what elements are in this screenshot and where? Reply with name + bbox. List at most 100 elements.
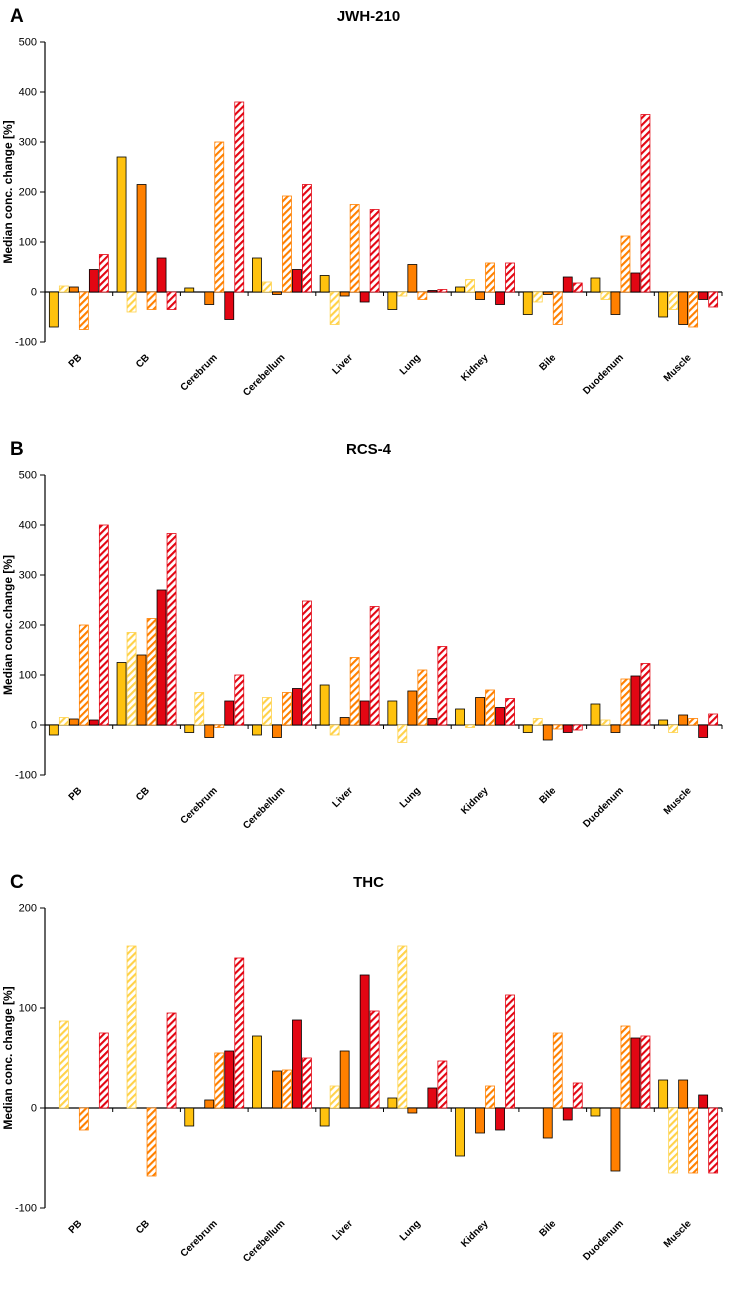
bar-red-hatched-cerebellum: [302, 600, 312, 726]
bar-yellow-solid-cerebrum: [184, 1107, 195, 1127]
x-category-label: Kidney: [459, 1218, 491, 1250]
bar-orange-hatched-liver: [349, 204, 360, 293]
bar-orange-hatched-bile: [552, 1032, 563, 1109]
bar-orange-hatched-cerebellum: [282, 1069, 292, 1109]
bar-red-solid-lung: [427, 718, 438, 726]
y-tick-label: 300: [19, 137, 37, 149]
bar-red-hatched-cerebrum: [234, 957, 245, 1109]
bar-red-solid-muscle: [698, 1094, 709, 1109]
bar-orange-solid-cb: [136, 184, 147, 293]
x-category-label: PB: [67, 1218, 85, 1236]
bar-red-solid-kidney: [495, 291, 505, 305]
y-tick-label: 200: [19, 187, 37, 199]
bar-yellow-solid-liver: [319, 684, 330, 726]
bar-red-hatched-cb: [166, 1012, 177, 1109]
x-category-label: PB: [67, 352, 85, 370]
bar-orange-hatched-pb: [78, 291, 89, 330]
y-tick-label: 500: [19, 470, 37, 482]
panel-a: A JWH-210 -100 0 100 200 300 400 500 PB CB Cerebr…: [0, 0, 737, 433]
bar-yellow-hatched-cb: [126, 945, 137, 1109]
bar-orange-solid-liver: [339, 717, 350, 726]
bar-yellow-solid-lung: [387, 1097, 398, 1109]
bar-yellow-solid-lung: [387, 700, 398, 726]
bar-red-solid-cerebellum: [292, 688, 302, 726]
y-tick-label: 0: [31, 287, 37, 299]
y-tick-label: 100: [19, 1003, 37, 1015]
bar-red-hatched-bile: [572, 282, 583, 293]
bar-orange-solid-duodenum: [610, 291, 621, 315]
bar-red-solid-liver: [359, 291, 370, 303]
bar-red-hatched-lung: [437, 646, 448, 726]
bar-orange-solid-pb: [68, 718, 79, 726]
bar-yellow-hatched-cerebellum: [262, 697, 272, 726]
chart-title-thc: THC: [353, 874, 384, 891]
bar-red-solid-muscle: [698, 291, 709, 300]
bar-yellow-solid-bile: [522, 291, 533, 315]
bar-red-hatched-liver: [369, 606, 380, 726]
bar-red-solid-cb: [156, 257, 167, 293]
bar-red-solid-liver: [359, 700, 370, 726]
bar-orange-hatched-lung: [417, 291, 428, 300]
x-category-label: Cerebellum: [241, 352, 287, 398]
bar-orange-solid-duodenum: [610, 1107, 621, 1172]
bar-yellow-hatched-cerebrum: [194, 692, 205, 726]
bar-red-hatched-muscle: [708, 291, 719, 308]
y-tick-label: -100: [15, 337, 37, 349]
bar-yellow-solid-pb: [48, 291, 59, 328]
bar-red-solid-lung: [427, 1087, 438, 1109]
bar-chart-rcs4: -100 0 100 200 300 400 500 PB CB Cerebrum Cerebell…: [1, 470, 723, 832]
bar-red-hatched-kidney: [505, 698, 515, 726]
bar-orange-hatched-kidney: [485, 689, 495, 726]
bar-red-hatched-cerebrum: [234, 674, 245, 726]
bar-orange-hatched-cerebellum: [282, 692, 292, 726]
y-tick-label: 200: [19, 903, 37, 915]
x-category-label: Duodenum: [581, 785, 626, 830]
bar-orange-hatched-cerebellum: [282, 195, 292, 293]
bar-orange-solid-muscle: [678, 714, 689, 726]
bar-orange-hatched-pb: [78, 624, 89, 726]
bar-orange-solid-muscle: [678, 1079, 689, 1109]
x-category-label: Lung: [398, 352, 423, 377]
bar-orange-hatched-cb: [146, 1107, 157, 1177]
x-category-label: Muscle: [662, 785, 694, 817]
bar-red-hatched-duodenum: [640, 1035, 651, 1109]
bar-red-solid-cerebrum: [224, 1050, 235, 1109]
chart-title-rcs4: RCS-4: [345, 441, 391, 458]
bar-orange-hatched-duodenum: [620, 235, 631, 293]
bar-red-hatched-cb: [166, 533, 177, 726]
bar-red-hatched-kidney: [505, 262, 515, 293]
x-category-label: Cerebrum: [179, 1218, 220, 1259]
bar-yellow-solid-cerebellum: [252, 257, 262, 293]
bar-yellow-hatched-bile: [532, 718, 543, 726]
bar-red-hatched-cerebrum: [234, 101, 245, 293]
bar-orange-solid-bile: [542, 291, 553, 295]
bar-yellow-solid-cb: [116, 156, 127, 293]
bar-orange-hatched-liver: [349, 657, 360, 726]
bar-chart-jwh210: -100 0 100 200 300 400 500 PB CB Cerebrum Cerebell…: [1, 37, 723, 399]
bar-red-hatched-liver: [369, 1010, 380, 1109]
bar-yellow-hatched-kidney: [465, 279, 475, 293]
bar-red-hatched-cerebellum: [302, 1057, 312, 1109]
bar-orange-hatched-pb: [78, 1107, 89, 1131]
y-tick-label: 0: [31, 720, 37, 732]
bar-yellow-solid-duodenum: [590, 703, 601, 726]
x-category-label: Cerebrum: [179, 785, 220, 826]
x-category-label: Muscle: [662, 352, 694, 384]
bar-yellow-hatched-liver: [329, 291, 340, 325]
chart-title-jwh210: JWH-210: [336, 8, 401, 25]
bar-red-hatched-cb: [166, 291, 177, 310]
bar-red-hatched-duodenum: [640, 114, 651, 293]
bar-red-solid-pb: [88, 269, 99, 293]
panel-letter-b: B: [10, 439, 24, 460]
bar-orange-hatched-muscle: [688, 1107, 699, 1174]
bar-red-solid-cerebrum: [224, 291, 235, 320]
x-category-label: Cerebrum: [179, 352, 220, 393]
bar-yellow-hatched-muscle: [668, 291, 679, 310]
y-tick-label: -100: [15, 1203, 37, 1215]
bar-yellow-hatched-bile: [532, 291, 543, 303]
x-category-label: Bile: [538, 785, 559, 806]
y-tick-label: 400: [19, 520, 37, 532]
bar-orange-hatched-bile: [552, 291, 563, 325]
x-category-label: Cerebellum: [241, 1218, 287, 1264]
bar-yellow-hatched-lung: [397, 724, 408, 743]
